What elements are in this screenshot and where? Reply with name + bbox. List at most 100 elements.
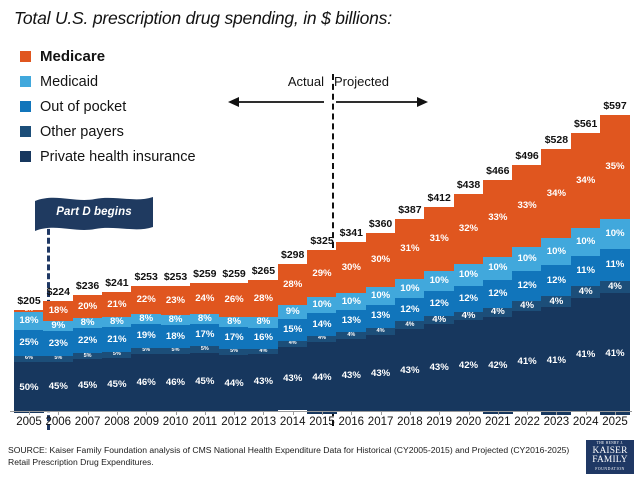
bar-segment: 12% (394, 298, 425, 322)
bar-column[interactable]: $259 26% 8% 17% 5% 44% (219, 1, 250, 412)
bar-column[interactable]: $325 29% 10% 14% 4% 44% (307, 1, 337, 414)
bar-segment: 44% (219, 355, 250, 412)
bar-segment: 5% (189, 346, 220, 353)
bar-column[interactable]: $298 28% 9% 15% 4% 43% (277, 1, 308, 412)
bar-column[interactable]: $597 35% 10% 11% 4% 41% (600, 1, 630, 415)
x-axis-tick (292, 411, 294, 415)
bar-segment-label: 12% (400, 303, 420, 315)
bar-segment: 10% (336, 293, 367, 310)
bar-stack: 23% 8% 18% 5% 46% (160, 286, 191, 412)
bar-total-label: $241 (105, 277, 129, 289)
x-axis-label: 2018 (397, 416, 423, 428)
bar-segment: 25% (14, 330, 44, 356)
x-axis-label: 2023 (543, 416, 570, 428)
bar-segment-label: 44% (312, 372, 332, 384)
bar-segment-label: 30% (370, 254, 391, 266)
bar-segment-label: 41% (517, 355, 537, 367)
x-axis-label: 2020 (455, 416, 482, 428)
bar-stack: 32% 10% 12% 4% 42% (453, 194, 484, 412)
page-title: Total U.S. prescription drug spending, i… (14, 8, 392, 28)
bar-segment: 8% (248, 316, 279, 328)
bar-segment: 43% (336, 338, 367, 412)
bar-segment-label: 6% (25, 355, 33, 362)
x-axis-line (10, 411, 632, 412)
bar-column[interactable]: $360 30% 10% 13% 4% 43% (365, 1, 396, 412)
bar-segment: 33% (482, 180, 513, 257)
bar-segment: 41% (541, 306, 572, 415)
bar-segment-label: 46% (136, 377, 156, 389)
bar-segment-label: 8% (227, 316, 242, 327)
bar-column[interactable]: $438 32% 10% 12% 4% 42% (453, 1, 484, 412)
legend-swatch-medicaid (20, 76, 31, 87)
bar-total-label: $387 (398, 204, 422, 216)
bar-segment-label: 8% (80, 318, 95, 328)
bar-segment: 21% (101, 326, 132, 352)
bar-segment-label: 4% (461, 311, 476, 321)
bar-stack: 21% 8% 21% 5% 45% (101, 292, 132, 412)
bar-segment: 8% (219, 316, 250, 327)
bar-column[interactable]: $241 21% 8% 21% 5% 45% (101, 1, 132, 412)
bar-column[interactable]: $387 31% 10% 12% 4% 43% (394, 1, 425, 412)
bar-column[interactable]: $236 20% 8% 22% 5% 45% (72, 1, 103, 412)
bar-segment: 4% (336, 332, 367, 339)
bar-segment-label: 30% (341, 261, 361, 273)
legend-label-medicaid: Medicaid (40, 73, 99, 90)
bar-segment-label: 17% (224, 332, 244, 343)
bar-segment: 4% (512, 300, 543, 311)
bar-segment-label: 13% (370, 310, 391, 322)
bar-column[interactable]: $412 31% 10% 12% 4% 43% (424, 1, 455, 412)
legend-label-out-of-pocket: Out of pocket (40, 98, 127, 115)
bar-column[interactable]: $528 34% 10% 12% 4% 41% (541, 1, 572, 415)
bar-segment: 14% (307, 313, 337, 336)
bar-segment-label: 28% (253, 292, 273, 304)
bar-stack: 34% 10% 11% 4% 41% (570, 133, 601, 412)
bar-segment: 5% (219, 348, 250, 356)
bar-segment-label: 5% (171, 347, 180, 354)
legend-swatch-medicare (20, 51, 31, 62)
legend-label-medicare: Medicare (40, 48, 106, 65)
bar-segment-label: 21% (107, 333, 127, 345)
bar-segment-label: 2% (25, 310, 33, 312)
bar-column[interactable]: $561 34% 10% 11% 4% 41% (570, 1, 601, 412)
bar-segment-label: 8% (256, 316, 271, 328)
bar-total-label: $341 (339, 227, 363, 239)
x-axis-tick (497, 411, 499, 415)
bar-segment: 12% (541, 264, 572, 297)
bar-column[interactable]: $341 30% 10% 13% 4% 43% (336, 1, 367, 412)
bar-segment-label: 4% (376, 327, 385, 334)
bar-column[interactable]: $253 23% 8% 18% 5% 46% (160, 1, 191, 412)
bar-segment: 4% (248, 348, 279, 354)
bar-segment: 43% (277, 346, 308, 411)
bar-segment: 33% (512, 165, 543, 247)
bar-segment-label: 5% (54, 356, 63, 362)
bar-column[interactable]: $466 33% 10% 12% 4% 42% (482, 1, 513, 415)
bar-column[interactable]: $253 22% 8% 19% 5% 46% (131, 1, 162, 412)
x-axis-label: 2022 (514, 416, 540, 428)
bar-column[interactable]: $259 24% 8% 17% 5% 45% (189, 1, 220, 412)
bar-segment: 16% (248, 327, 279, 349)
bar-segment-label: 43% (341, 369, 361, 381)
bar-column[interactable]: $224 18% 9% 23% 5% 45% (43, 1, 74, 412)
bar-segment: 31% (424, 207, 455, 271)
bar-column[interactable]: $205 2% 18% 25% 6% 50% (14, 1, 44, 413)
bar-total-label: $259 (193, 268, 217, 280)
bar-segment-label: 22% (77, 334, 98, 346)
bar-segment-label: 10% (546, 245, 566, 257)
bar-segment: 45% (72, 359, 103, 412)
bar-segment-label: 5% (112, 351, 121, 358)
bar-segment: 26% (219, 283, 250, 317)
bar-segment-label: 43% (283, 372, 303, 384)
bar-segment-label: 41% (546, 354, 566, 366)
x-axis-label: 2021 (485, 416, 511, 428)
legend-swatch-other-payers (20, 126, 31, 137)
bar-segment-label: 11% (605, 259, 625, 271)
legend-swatch-out-of-pocket (20, 101, 31, 112)
bar-total-label: $205 (17, 295, 41, 307)
bar-segment-label: 9% (285, 306, 300, 318)
bar-column[interactable]: $496 33% 10% 12% 4% 41% (512, 1, 543, 412)
bar-segment-label: 41% (605, 348, 625, 360)
bar-segment-label: 45% (195, 375, 215, 387)
banner-flag-icon (35, 197, 153, 231)
bar-segment-label: 23% (48, 337, 68, 349)
bar-column[interactable]: $265 28% 8% 16% 4% 43% (248, 1, 279, 412)
